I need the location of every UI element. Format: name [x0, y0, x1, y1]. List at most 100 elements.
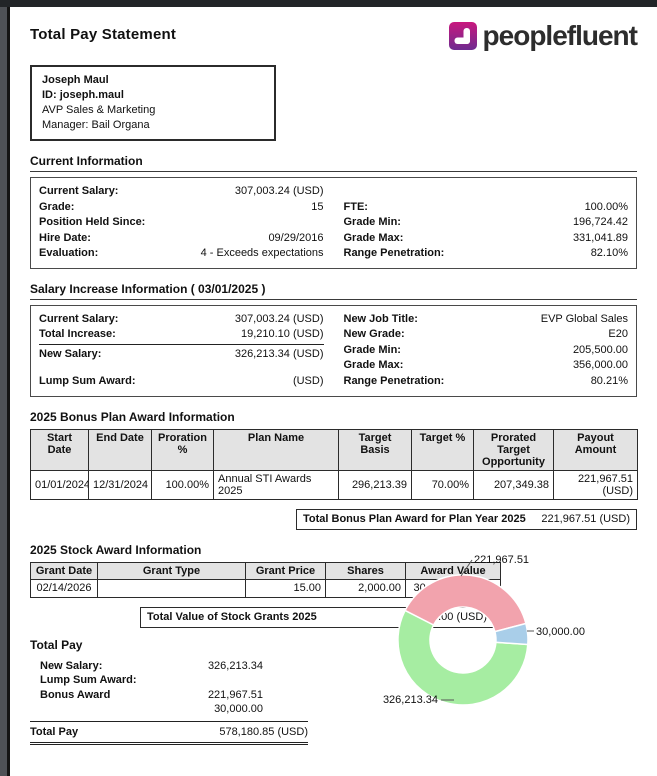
- bonus-heading: 2025 Bonus Plan Award Information: [30, 409, 235, 424]
- field-label: New Salary:: [40, 659, 103, 672]
- table-cell: 2,000.00: [325, 578, 406, 598]
- column-header: Grant Type: [97, 561, 246, 580]
- field-label: Grade Max:: [343, 231, 404, 244]
- info-row: Total Increase: 19,210.10 (USD): [39, 327, 324, 343]
- total-pay-row: Bonus Award 221,967.51: [30, 688, 308, 703]
- info-row: New Grade: E20: [344, 327, 629, 343]
- field-label: Range Penetration:: [343, 374, 445, 387]
- column-header: Grant Price: [245, 561, 326, 580]
- total-pay-donut-chart: 326,213.34 221,967.51 30,000.00: [343, 544, 657, 724]
- field-value: 307,003.24 (USD): [234, 185, 324, 197]
- bonus-table: Start Date End Date Proration % Plan Nam…: [30, 428, 638, 500]
- page-title: Total Pay Statement: [30, 26, 177, 43]
- bonus-data-row: 01/01/2024 12/31/2024 100.00% Annual STI…: [30, 469, 638, 500]
- bonus-total-value: 221,967.51 (USD): [541, 513, 630, 525]
- field-label: Range Penetration:: [343, 247, 445, 259]
- peoplefluent-logo: peoplefluent: [448, 22, 638, 50]
- table-cell: 70.00%: [411, 469, 474, 500]
- field-label: Grade Min:: [343, 216, 401, 228]
- column-header: Target Basis: [338, 428, 412, 471]
- info-row: Grade Min: 205,500.00: [344, 343, 629, 359]
- field-value: [263, 673, 308, 688]
- slice-label-bonus-award: 221,967.51: [474, 554, 529, 566]
- peoplefluent-logo-icon: [448, 22, 477, 50]
- table-cell: 296,213.39: [338, 469, 412, 500]
- field-label: Lump Sum Award:: [40, 674, 137, 686]
- info-row: Current Salary: 307,003.24 (USD): [39, 312, 324, 328]
- subtotal-divider: [39, 343, 324, 345]
- pay-statement-page: Total Pay Statement peoplefluent Joseph …: [7, 7, 657, 776]
- salary-increase-heading: Salary Increase Information ( 03/01/2025…: [30, 282, 637, 300]
- salary-increase-right-col: New Job Title: EVP Global Sales New Grade…: [344, 312, 629, 390]
- field-value: 09/29/2016: [268, 231, 324, 244]
- leader-line-bonus-award: [460, 559, 473, 577]
- total-pay-row: New Salary: 326,213.34: [30, 659, 308, 674]
- field-value: 80.21%: [590, 374, 628, 387]
- info-row: Grade Max: 356,000.00: [344, 358, 629, 374]
- field-value: (USD): [292, 375, 324, 387]
- total-pay-row: Lump Sum Award:: [30, 673, 308, 688]
- total-pay-total-label: Total Pay: [30, 725, 79, 738]
- info-row: Current Salary: 307,003.24 (USD): [39, 184, 628, 200]
- stock-header-row: Grant Date Grant Type Grant Price Shares…: [30, 561, 501, 580]
- field-label: Evaluation:: [39, 247, 99, 259]
- employee-manager: Manager: Bail Organa: [42, 119, 150, 131]
- field-value: 196,724.42: [572, 216, 628, 228]
- employee-id: ID: joseph.maul: [42, 89, 124, 101]
- page-left-margin: [0, 0, 7, 776]
- field-label: Current Salary:: [39, 312, 119, 325]
- total-pay-total-value: 578,180.85 (USD): [219, 725, 308, 738]
- column-header: Plan Name: [213, 428, 339, 471]
- employee-job-title: AVP Sales & Marketing: [42, 104, 156, 116]
- total-pay-heading: Total Pay: [30, 637, 83, 652]
- spacer: [39, 362, 324, 374]
- info-row: New Job Title: EVP Global Sales: [344, 312, 629, 328]
- slice-label-new-salary: 326,213.34: [383, 694, 438, 706]
- column-header: Target %: [411, 428, 474, 471]
- field-label: Grade Min:: [343, 343, 401, 356]
- field-label: New Salary:: [39, 347, 102, 360]
- salary-increase-left-col: Current Salary: 307,003.24 (USD) Total In…: [39, 312, 324, 390]
- field-value: EVP Global Sales: [540, 312, 628, 325]
- field-label: Current Salary:: [39, 185, 119, 197]
- field-value: 356,000.00: [572, 359, 628, 371]
- info-row: Hire Date: 09/29/2016 Grade Max: 331,041.8…: [39, 231, 628, 247]
- table-cell: 100.00%: [151, 469, 214, 500]
- bonus-header-row: Start Date End Date Proration % Plan Nam…: [30, 428, 638, 471]
- field-label: Hire Date:: [39, 231, 91, 244]
- column-header: Proration %: [151, 428, 214, 471]
- column-header: Grant Date: [30, 561, 98, 580]
- donut-slice-stock-award: [493, 622, 529, 646]
- field-value: 19,210.10 (USD): [240, 328, 324, 340]
- total-pay-row: 30,000.00: [30, 702, 308, 717]
- current-info-box: Current Salary: 307,003.24 (USD) Grade: 15…: [30, 177, 637, 269]
- field-value: 15: [311, 200, 324, 213]
- info-row: Grade: 15 FTE: 100.00%: [39, 200, 628, 216]
- field-label: Total Increase:: [39, 328, 116, 340]
- field-value: E20: [608, 328, 628, 340]
- column-header: Payout Amount: [553, 428, 638, 471]
- column-header: End Date: [88, 428, 152, 471]
- info-row: Range Penetration: 80.21%: [344, 374, 629, 390]
- field-value: 331,041.89: [572, 231, 628, 244]
- donut-slice-bonus-award: [404, 574, 527, 633]
- field-label: New Job Title:: [343, 312, 418, 325]
- field-label: Grade Max:: [343, 359, 404, 371]
- field-label: FTE:: [343, 200, 368, 213]
- stock-table: Grant Date Grant Type Grant Price Shares…: [30, 561, 501, 598]
- info-row: Evaluation: 4 - Exceeds expectations Rang…: [39, 246, 628, 262]
- field-value: 30,000.00: [214, 703, 263, 715]
- column-header: Award Value: [405, 561, 501, 580]
- table-cell: [97, 578, 246, 598]
- page-header: Total Pay Statement peoplefluent: [30, 21, 638, 50]
- field-value: 326,213.34 (USD): [234, 347, 324, 360]
- field-value: 4 - Exceeds expectations: [200, 247, 324, 259]
- field-value: 100.00%: [584, 200, 628, 213]
- slice-label-stock-award: 30,000.00: [536, 626, 585, 638]
- stock-total-label: Total Value of Stock Grants 2025: [147, 611, 317, 623]
- table-cell: 01/01/2024: [30, 469, 89, 500]
- donut-chart-svg: 326,213.34 221,967.51 30,000.00: [383, 554, 585, 706]
- info-row: Lump Sum Award: (USD): [39, 374, 324, 390]
- info-row: Position Held Since: Grade Min: 196,724.4…: [39, 215, 628, 231]
- bonus-total-box: Total Bonus Plan Award for Plan Year 202…: [296, 508, 637, 530]
